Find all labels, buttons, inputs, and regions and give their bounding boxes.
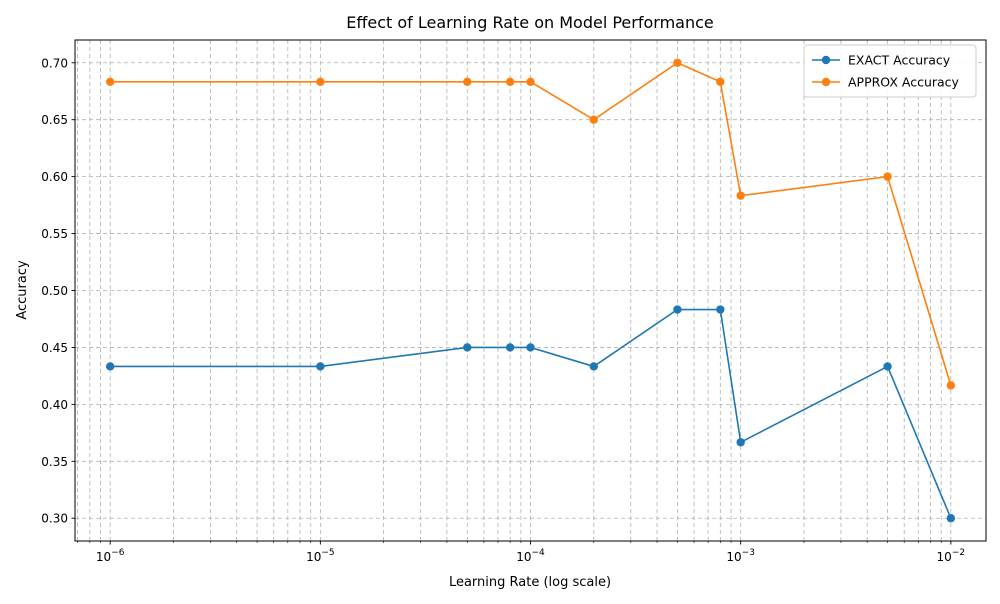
series-1: [105, 58, 956, 390]
series-layer: [105, 58, 956, 523]
legend-label: EXACT Accuracy: [848, 53, 951, 68]
y-tick-label: 0.60: [41, 170, 68, 184]
x-tick-label-base: 10: [306, 550, 321, 564]
data-point: [736, 438, 745, 447]
data-point: [316, 77, 325, 86]
x-tick-label-exponent: −3: [742, 548, 755, 558]
x-tick-label-exponent: −2: [952, 548, 965, 558]
data-point: [526, 343, 535, 352]
y-tick-label: 0.35: [41, 455, 68, 469]
data-point: [526, 77, 535, 86]
x-tick-label-base: 10: [96, 550, 111, 564]
x-tick-label-exponent: −5: [321, 548, 334, 558]
data-point: [505, 343, 515, 352]
series-0: [105, 305, 956, 523]
y-axis-label: Accuracy: [15, 260, 30, 320]
x-tick-label-exponent: −6: [111, 548, 125, 558]
data-point: [736, 191, 745, 200]
data-point: [673, 305, 682, 314]
data-point: [946, 381, 956, 390]
data-point: [673, 58, 682, 67]
ticks-layer: 0.300.350.400.450.500.550.600.650.7010−6…: [41, 56, 965, 564]
data-point: [716, 77, 725, 86]
data-point: [463, 343, 472, 352]
data-point: [883, 362, 892, 371]
data-point: [946, 514, 956, 523]
legend-box: [803, 44, 977, 98]
x-tick-label: 10−4: [516, 548, 545, 564]
y-tick-label: 0.40: [41, 398, 68, 412]
x-tick-label-base: 10: [726, 550, 741, 564]
chart-title: Effect of Learning Rate on Model Perform…: [346, 13, 714, 32]
x-tick-label-exponent: −4: [532, 548, 546, 558]
data-point: [105, 362, 115, 371]
data-point: [316, 362, 325, 371]
x-tick-label: 10−3: [726, 548, 755, 564]
y-tick-label: 0.65: [41, 113, 68, 127]
legend-marker: [821, 77, 831, 87]
x-tick-label: 10−2: [937, 548, 966, 564]
grid-layer: [75, 40, 986, 541]
x-tick-label-base: 10: [516, 550, 531, 564]
y-tick-label: 0.50: [41, 284, 68, 298]
data-point: [716, 305, 725, 314]
y-tick-label: 0.45: [41, 341, 68, 355]
y-tick-label: 0.30: [41, 512, 68, 526]
y-tick-label: 0.55: [41, 227, 68, 241]
data-point: [589, 115, 598, 124]
legend-label: APPROX Accuracy: [848, 75, 960, 90]
y-tick-label: 0.70: [41, 56, 68, 70]
x-tick-label: 10−5: [306, 548, 335, 564]
data-point: [883, 172, 892, 181]
x-axis-label: Learning Rate (log scale): [449, 575, 611, 590]
data-point: [463, 77, 472, 86]
plot-frame: [74, 39, 987, 542]
data-point: [505, 77, 515, 86]
data-point: [105, 77, 115, 86]
legend: EXACT Accuracy APPROX Accuracy: [803, 44, 977, 98]
x-tick-label: 10−6: [96, 548, 125, 564]
data-point: [589, 362, 598, 371]
legend-marker: [821, 55, 831, 65]
x-tick-label-base: 10: [937, 550, 952, 564]
